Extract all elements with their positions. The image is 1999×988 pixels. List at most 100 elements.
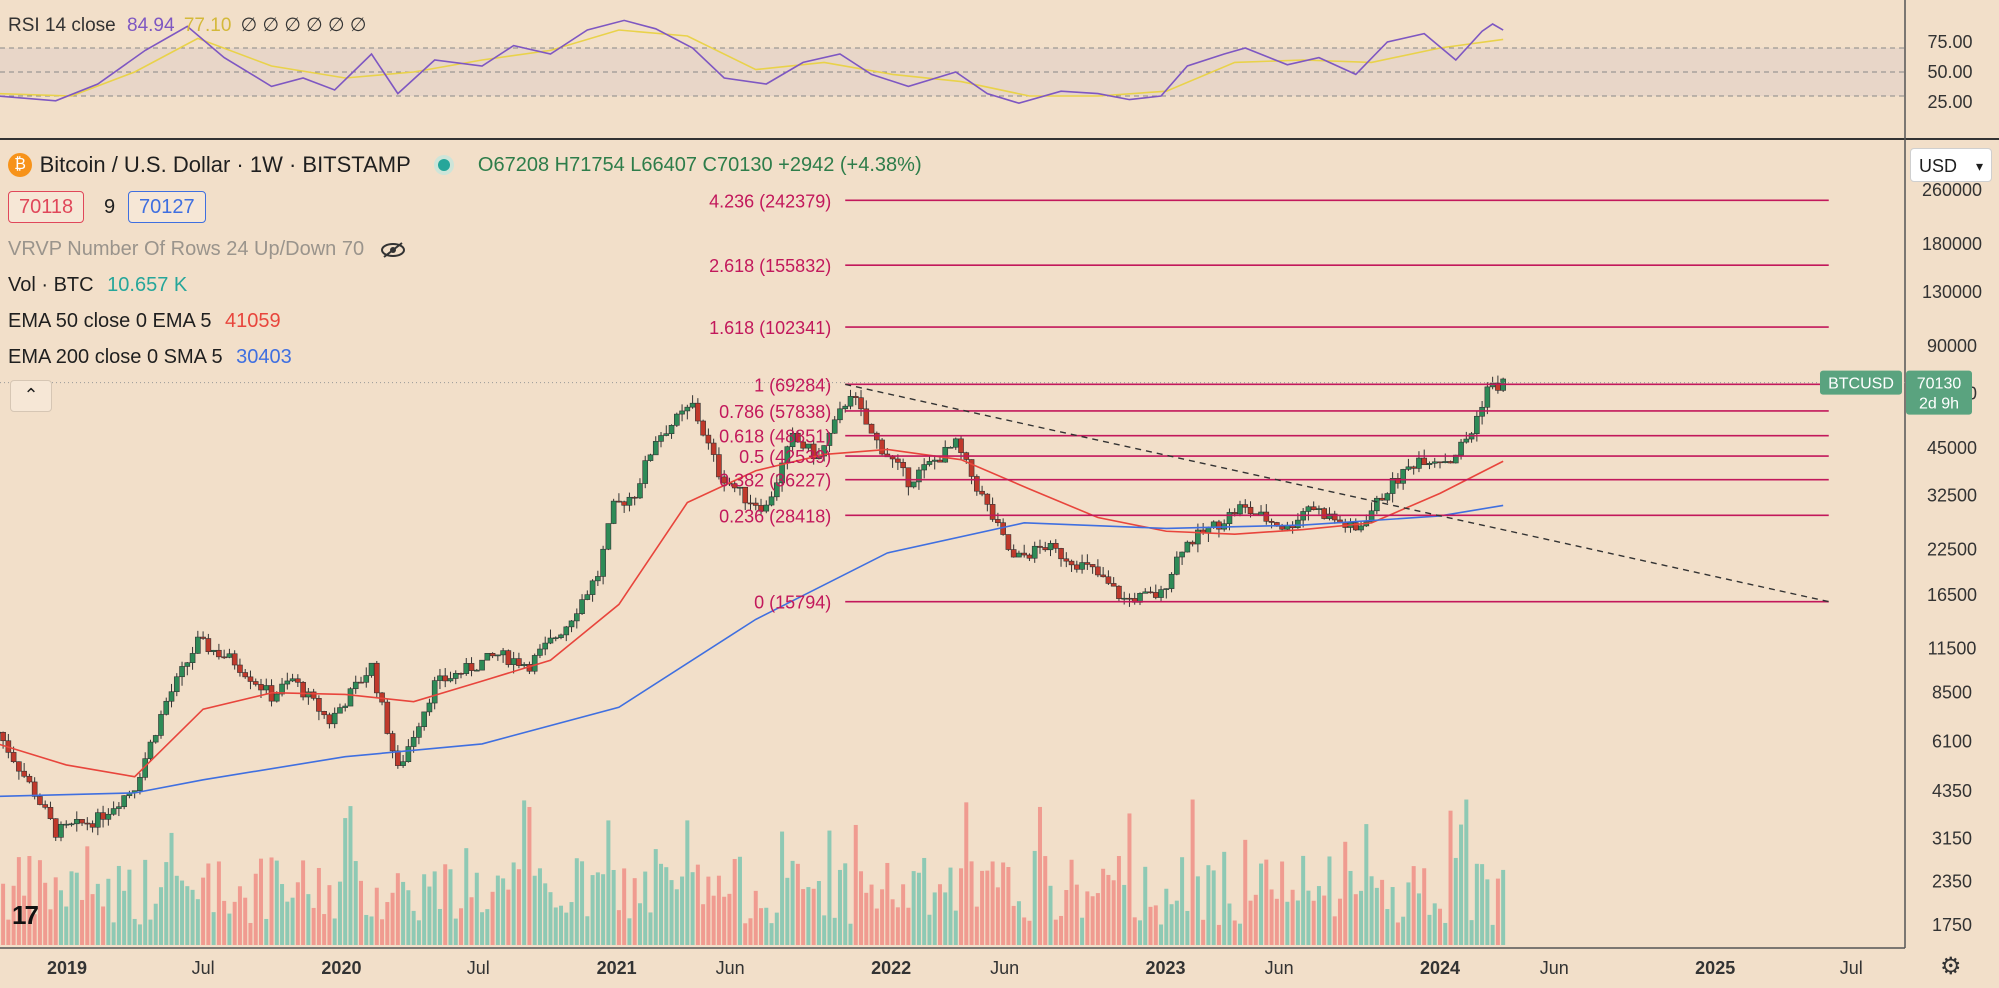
ema50-value: 41059 <box>225 310 281 332</box>
candle-body <box>1452 454 1459 464</box>
candle-body <box>263 685 270 691</box>
candle-body <box>1010 549 1017 558</box>
tradingview-logo[interactable]: 17 <box>12 900 39 930</box>
ema200-indicator[interactable]: EMA 200 close 0 SMA 5 30403 <box>8 346 292 369</box>
currency-select[interactable]: USD ▾ <box>1910 148 1992 182</box>
candle-body <box>1358 525 1364 531</box>
time-tick-label: Jun <box>1540 958 1569 978</box>
symbol-title[interactable]: Bitcoin / U.S. Dollar · 1W · BITSTAMP <box>39 152 411 177</box>
volume-bar <box>116 865 121 945</box>
volume-bar <box>706 876 711 945</box>
candle-body <box>1379 497 1385 501</box>
volume-bar <box>564 912 569 945</box>
volume-bar <box>153 903 158 945</box>
volume-bar <box>1111 880 1116 945</box>
rsi-tick-label: 75.00 <box>1927 32 1972 52</box>
volume-bar <box>1116 856 1121 945</box>
gear-icon[interactable]: ⚙ <box>1940 953 1962 980</box>
volume-bar <box>48 909 53 945</box>
candle-body <box>373 662 380 694</box>
candle-body <box>616 500 622 503</box>
candle-body <box>210 649 217 652</box>
candle-body <box>642 460 649 484</box>
volume-bar <box>1048 885 1053 945</box>
volume-bar <box>769 923 774 945</box>
volume-bar <box>969 861 974 945</box>
ohlc-values: O67208 H71754 L66407 C70130 +2942 (+4.38… <box>477 153 922 176</box>
candle-body <box>421 711 427 727</box>
volume-bar <box>343 818 348 945</box>
candle-body <box>926 461 933 465</box>
candle-body <box>189 653 196 663</box>
candle-body <box>305 691 312 698</box>
candle-body <box>31 781 38 797</box>
volume-bar <box>543 883 548 945</box>
price-tick-label: 8500 <box>1932 683 1972 703</box>
candle-body <box>26 775 33 783</box>
time-tick-label: Jun <box>1265 958 1294 978</box>
candle-body <box>763 504 770 512</box>
candle-body <box>1263 511 1270 522</box>
candle-body <box>995 519 1001 524</box>
bid-price[interactable]: 70118 <box>8 191 85 223</box>
volume-bar <box>1364 824 1369 945</box>
vrvp-indicator[interactable]: VRVP Number Of Rows 24 Up/Down 70 <box>8 238 406 261</box>
candle-body <box>337 707 343 714</box>
candle-body <box>684 406 691 412</box>
volume-bar <box>1369 876 1374 945</box>
volume-bar <box>90 894 95 945</box>
volume-bar <box>422 874 427 945</box>
candle-body <box>979 490 985 495</box>
candle-body <box>600 548 606 577</box>
volume-bar <box>95 883 100 945</box>
candle-body <box>405 746 412 762</box>
volume-bar <box>690 872 695 945</box>
time-tick-label: Jul <box>1840 958 1863 978</box>
candle-body <box>1037 545 1043 548</box>
price-tick-label: 3150 <box>1932 829 1972 849</box>
candle-body <box>384 701 391 734</box>
volume-indicator[interactable]: Vol · BTC 10.657 K <box>8 274 187 297</box>
volume-bar <box>1090 896 1095 945</box>
candle-body <box>352 681 359 690</box>
volume-bar <box>1490 924 1495 945</box>
candle-body <box>1268 520 1275 523</box>
candle-body <box>1147 591 1154 594</box>
candle-body <box>368 662 375 676</box>
ask-price[interactable]: 70127 <box>128 191 206 223</box>
candle-body <box>542 642 549 650</box>
candle-body <box>942 446 949 463</box>
candle-body <box>289 678 296 682</box>
rsi-label: RSI 14 close <box>8 15 116 36</box>
candle-body <box>205 638 212 652</box>
volume-bar <box>1438 908 1442 945</box>
collapse-legend-button[interactable]: ⌃ <box>10 380 52 412</box>
volume-bar <box>327 885 332 945</box>
candle-body <box>1331 513 1338 521</box>
volume-bar <box>390 892 395 945</box>
trendline <box>845 383 1829 603</box>
candle-body <box>1174 556 1180 575</box>
candle-body <box>226 653 233 658</box>
volume-bar <box>716 875 721 945</box>
candle-body <box>231 653 238 666</box>
ema50-indicator[interactable]: EMA 50 close 0 EMA 5 41059 <box>8 310 281 333</box>
time-tick-label: 2021 <box>597 958 637 978</box>
candle-body <box>1237 504 1243 515</box>
candle-body <box>1031 545 1038 559</box>
volume-bar <box>964 802 969 945</box>
volume-bar <box>1185 910 1190 945</box>
volume-bar <box>1011 905 1016 945</box>
eye-hidden-icon[interactable] <box>380 238 406 260</box>
time-tick-label: Jul <box>192 958 215 978</box>
price-tick-label: 1750 <box>1932 915 1972 935</box>
volume-bar <box>474 872 479 945</box>
volume-bar <box>1085 891 1090 945</box>
price-tick-label: 11500 <box>1928 638 1977 658</box>
price-tick-label: 45000 <box>1927 438 1977 458</box>
volume-bar <box>1243 839 1248 945</box>
candle-body <box>200 636 206 639</box>
volume-bar <box>606 820 611 945</box>
rsi-value: 84.94 <box>127 15 175 36</box>
